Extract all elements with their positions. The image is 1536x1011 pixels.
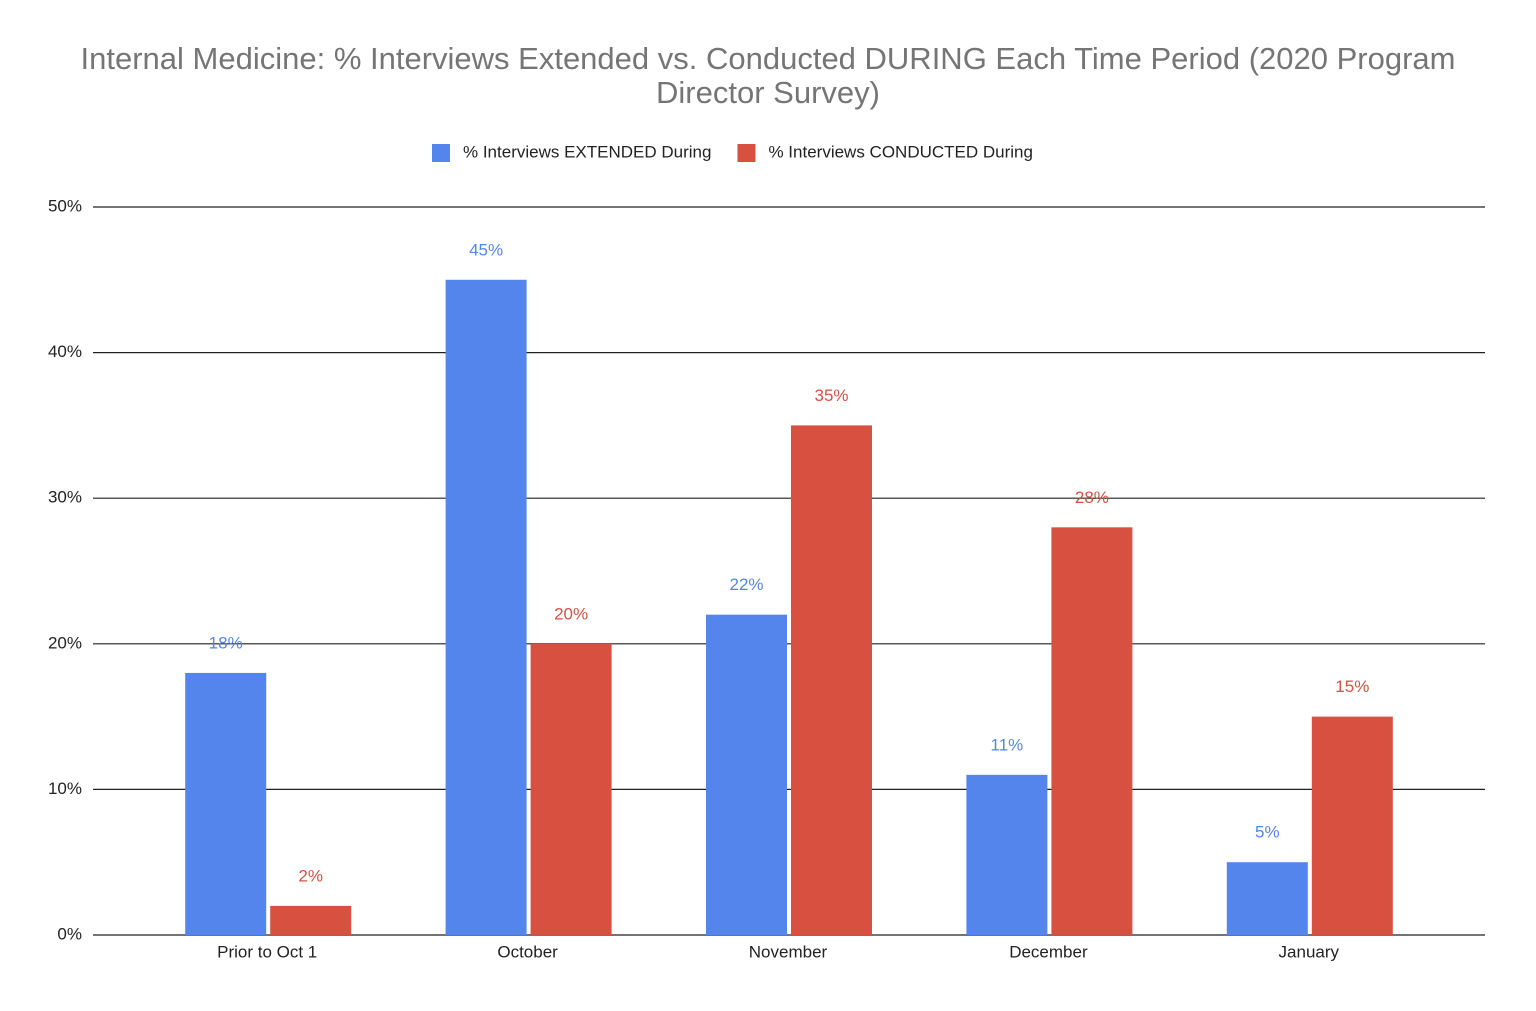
y-tick-label: 10%: [48, 779, 82, 798]
legend-label: % Interviews EXTENDED During: [463, 142, 711, 161]
bar: [791, 425, 872, 935]
bar: [1311, 716, 1393, 935]
data-label: 18%: [209, 633, 243, 652]
data-label: 11%: [991, 735, 1024, 754]
data-label: 22%: [729, 575, 763, 594]
data-label: 45%: [469, 240, 503, 259]
legend-swatch: [737, 144, 756, 162]
data-label: 28%: [1075, 488, 1109, 507]
y-tick-label: 0%: [57, 924, 82, 943]
data-label: 5%: [1255, 823, 1280, 842]
bar: [185, 672, 267, 935]
bar: [966, 774, 1048, 935]
chart-title: Internal Medicine: % Interviews Extended…: [80, 41, 1456, 110]
data-label: 15%: [1335, 677, 1369, 696]
data-label: 2%: [298, 866, 323, 885]
y-tick-label: 30%: [48, 488, 82, 507]
legend-swatch: [432, 144, 450, 162]
bar: [1051, 527, 1133, 935]
y-tick-label: 20%: [48, 633, 82, 652]
x-tick-label: January: [1279, 942, 1340, 961]
data-label: 35%: [814, 386, 848, 405]
legend-label: % Interviews CONDUCTED During: [768, 142, 1033, 161]
y-tick-label: 40%: [48, 342, 82, 361]
x-tick-label: Prior to Oct 1: [217, 942, 317, 961]
x-tick-label: October: [497, 942, 558, 961]
bar: [1226, 862, 1308, 935]
x-tick-label: December: [1009, 942, 1088, 961]
y-tick-label: 50%: [48, 196, 82, 215]
data-label: 20%: [554, 604, 588, 623]
bar: [530, 643, 612, 935]
bar: [445, 279, 527, 935]
x-tick-label: November: [749, 942, 828, 961]
bar: [270, 905, 352, 935]
bar: [706, 614, 787, 935]
